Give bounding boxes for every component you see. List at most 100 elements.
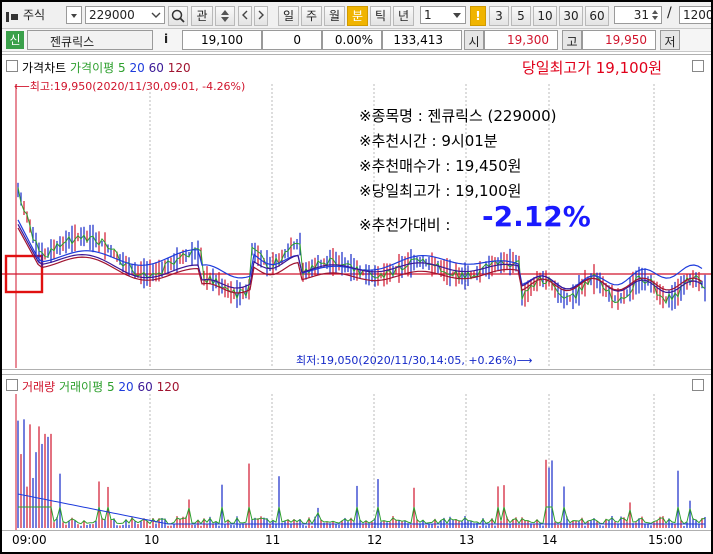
code-input[interactable]: 229000 xyxy=(85,6,165,24)
volume-legend-ma5: 5 xyxy=(106,380,115,394)
price-legend-ma20: 20 xyxy=(129,61,145,75)
time-tick-0900: 09:00 xyxy=(12,533,47,547)
price-legend-ma60: 60 xyxy=(148,61,164,75)
minute-3[interactable]: 3 xyxy=(489,6,509,26)
stock-name: 젠큐릭스 xyxy=(50,35,95,49)
open-cell: 19,300 xyxy=(484,30,558,50)
volume-legend-ma20: 20 xyxy=(118,380,134,394)
headline-label: 당일최고가 19,100원 xyxy=(522,59,663,77)
minute-10[interactable]: 10 xyxy=(533,6,557,26)
low-label: 저 xyxy=(660,30,680,50)
prev-icon xyxy=(240,10,250,26)
period-year[interactable]: 년 xyxy=(393,6,414,26)
min-price-note: 최저:19,050(2020/11/30,14:05, +0.26%)⟶ xyxy=(296,352,533,368)
volume-legend-ma-label: 거래이평 xyxy=(58,380,104,394)
price-panel[interactable] xyxy=(2,54,711,370)
price-panel-close[interactable] xyxy=(692,60,704,72)
next-icon xyxy=(256,10,266,26)
volume-bars xyxy=(17,419,706,528)
time-axis xyxy=(2,530,711,552)
volume-legend-ma60: 60 xyxy=(137,380,153,394)
high-label: 고 xyxy=(562,30,582,50)
minute-60[interactable]: 60 xyxy=(585,6,609,26)
volume-panel-close[interactable] xyxy=(692,379,704,391)
price-panel-checkbox[interactable] xyxy=(6,60,18,72)
minute-5[interactable]: 5 xyxy=(511,6,531,26)
time-tick-11: 11 xyxy=(265,533,281,547)
time-tick-1500: 15:00 xyxy=(648,533,683,547)
volume-legend-title: 거래량 xyxy=(22,380,56,394)
interval-marker[interactable]: ! xyxy=(470,6,486,26)
change-rate: 0.00% xyxy=(334,33,373,47)
search-button[interactable] xyxy=(168,6,188,26)
rate-cell: 0.00% xyxy=(322,30,382,50)
trade-volume: 133,413 xyxy=(393,33,443,47)
volume-panel[interactable] xyxy=(2,374,711,530)
volume-ma5-line xyxy=(18,506,706,525)
ma5-line xyxy=(17,187,706,305)
info-recommend-time: ※추천시간 : 9시01분 xyxy=(359,132,498,150)
price-legend: 가격차트 가격이평 5 20 60 120 xyxy=(22,59,191,76)
info-compare-label: ※추천가대비 : xyxy=(359,216,451,234)
time-tick-10: 10 xyxy=(144,533,160,547)
min-price-text: 최저:19,050(2020/11/30,14:05, +0.26%) xyxy=(296,354,517,367)
gwan-button[interactable]: 관 xyxy=(191,6,213,26)
total-value: 1200 xyxy=(683,8,711,22)
count-input[interactable]: 31 xyxy=(614,6,662,24)
price-legend-ma120: 120 xyxy=(167,61,191,75)
volume-chart-svg xyxy=(15,394,706,530)
chevron-down-icon[interactable] xyxy=(150,7,162,27)
info-icon[interactable]: i xyxy=(164,32,169,46)
price-cell: 19,100 xyxy=(182,30,262,50)
recommend-info: ※종목명 : 젠큐릭스 (229000) ※추천시간 : 9시01분 ※추천매수… xyxy=(359,104,557,204)
market-dropdown[interactable] xyxy=(66,6,82,24)
sort-button[interactable] xyxy=(215,6,235,26)
info-compare-value: -2.12% xyxy=(482,200,591,233)
price-legend-ma-label: 가격이평 xyxy=(70,61,115,75)
arrow-left-icon: ⟵ xyxy=(14,80,30,93)
info-recommend-price: ※추천매수가 : 19,450원 xyxy=(359,157,522,175)
volume-legend: 거래량 거래이평 5 20 60 120 xyxy=(22,378,180,395)
volume-legend-ma120: 120 xyxy=(156,380,180,394)
period-month[interactable]: 월 xyxy=(324,6,345,26)
open-price: 19,300 xyxy=(507,33,549,47)
period-minute-active[interactable]: 분 xyxy=(347,6,368,26)
volume-ma20-line xyxy=(17,493,705,525)
time-tick-13: 13 xyxy=(459,533,475,547)
price-chart-svg xyxy=(2,84,711,368)
period-day[interactable]: 일 xyxy=(278,6,299,26)
period-tick[interactable]: 틱 xyxy=(370,6,391,26)
recommend-marker-box xyxy=(4,254,44,294)
period-week[interactable]: 주 xyxy=(301,6,322,26)
info-day-high: ※당일최고가 : 19,100원 xyxy=(359,182,522,200)
info-stock-name: ※종목명 : 젠큐릭스 (229000) xyxy=(359,107,557,125)
code-value: 229000 xyxy=(89,8,135,22)
current-price: 19,100 xyxy=(201,33,243,47)
price-change: 0 xyxy=(293,33,301,47)
interval-select[interactable]: 1 xyxy=(420,6,466,24)
price-legend-title: 가격차트 xyxy=(22,61,67,75)
volume-cell: 133,413 xyxy=(382,30,462,50)
minute-30[interactable]: 30 xyxy=(559,6,583,26)
high-price: 19,950 xyxy=(605,33,647,47)
arrow-right-icon: ⟶ xyxy=(516,354,533,367)
open-label: 시 xyxy=(464,30,484,50)
sort-icon xyxy=(217,10,233,27)
prev-button[interactable] xyxy=(238,6,252,26)
stock-name-field[interactable]: 젠큐릭스 xyxy=(27,30,153,50)
total-input[interactable]: 1200 xyxy=(679,6,711,24)
spinner-icon[interactable] xyxy=(650,7,660,27)
menu-icon[interactable] xyxy=(6,8,20,22)
time-tick-14: 14 xyxy=(542,533,558,547)
time-tick-12: 12 xyxy=(367,533,383,547)
max-price-text: 최고:19,950(2020/11/30,09:01, -4.26%) xyxy=(29,80,246,93)
ma120-line xyxy=(17,227,703,294)
chevron-down-icon xyxy=(451,7,463,27)
volume-panel-checkbox[interactable] xyxy=(6,379,18,391)
next-button[interactable] xyxy=(254,6,268,26)
search-icon xyxy=(170,9,186,27)
interval-value: 1 xyxy=(424,8,432,22)
high-cell: 19,950 xyxy=(582,30,656,50)
count-separator: / xyxy=(667,5,672,21)
